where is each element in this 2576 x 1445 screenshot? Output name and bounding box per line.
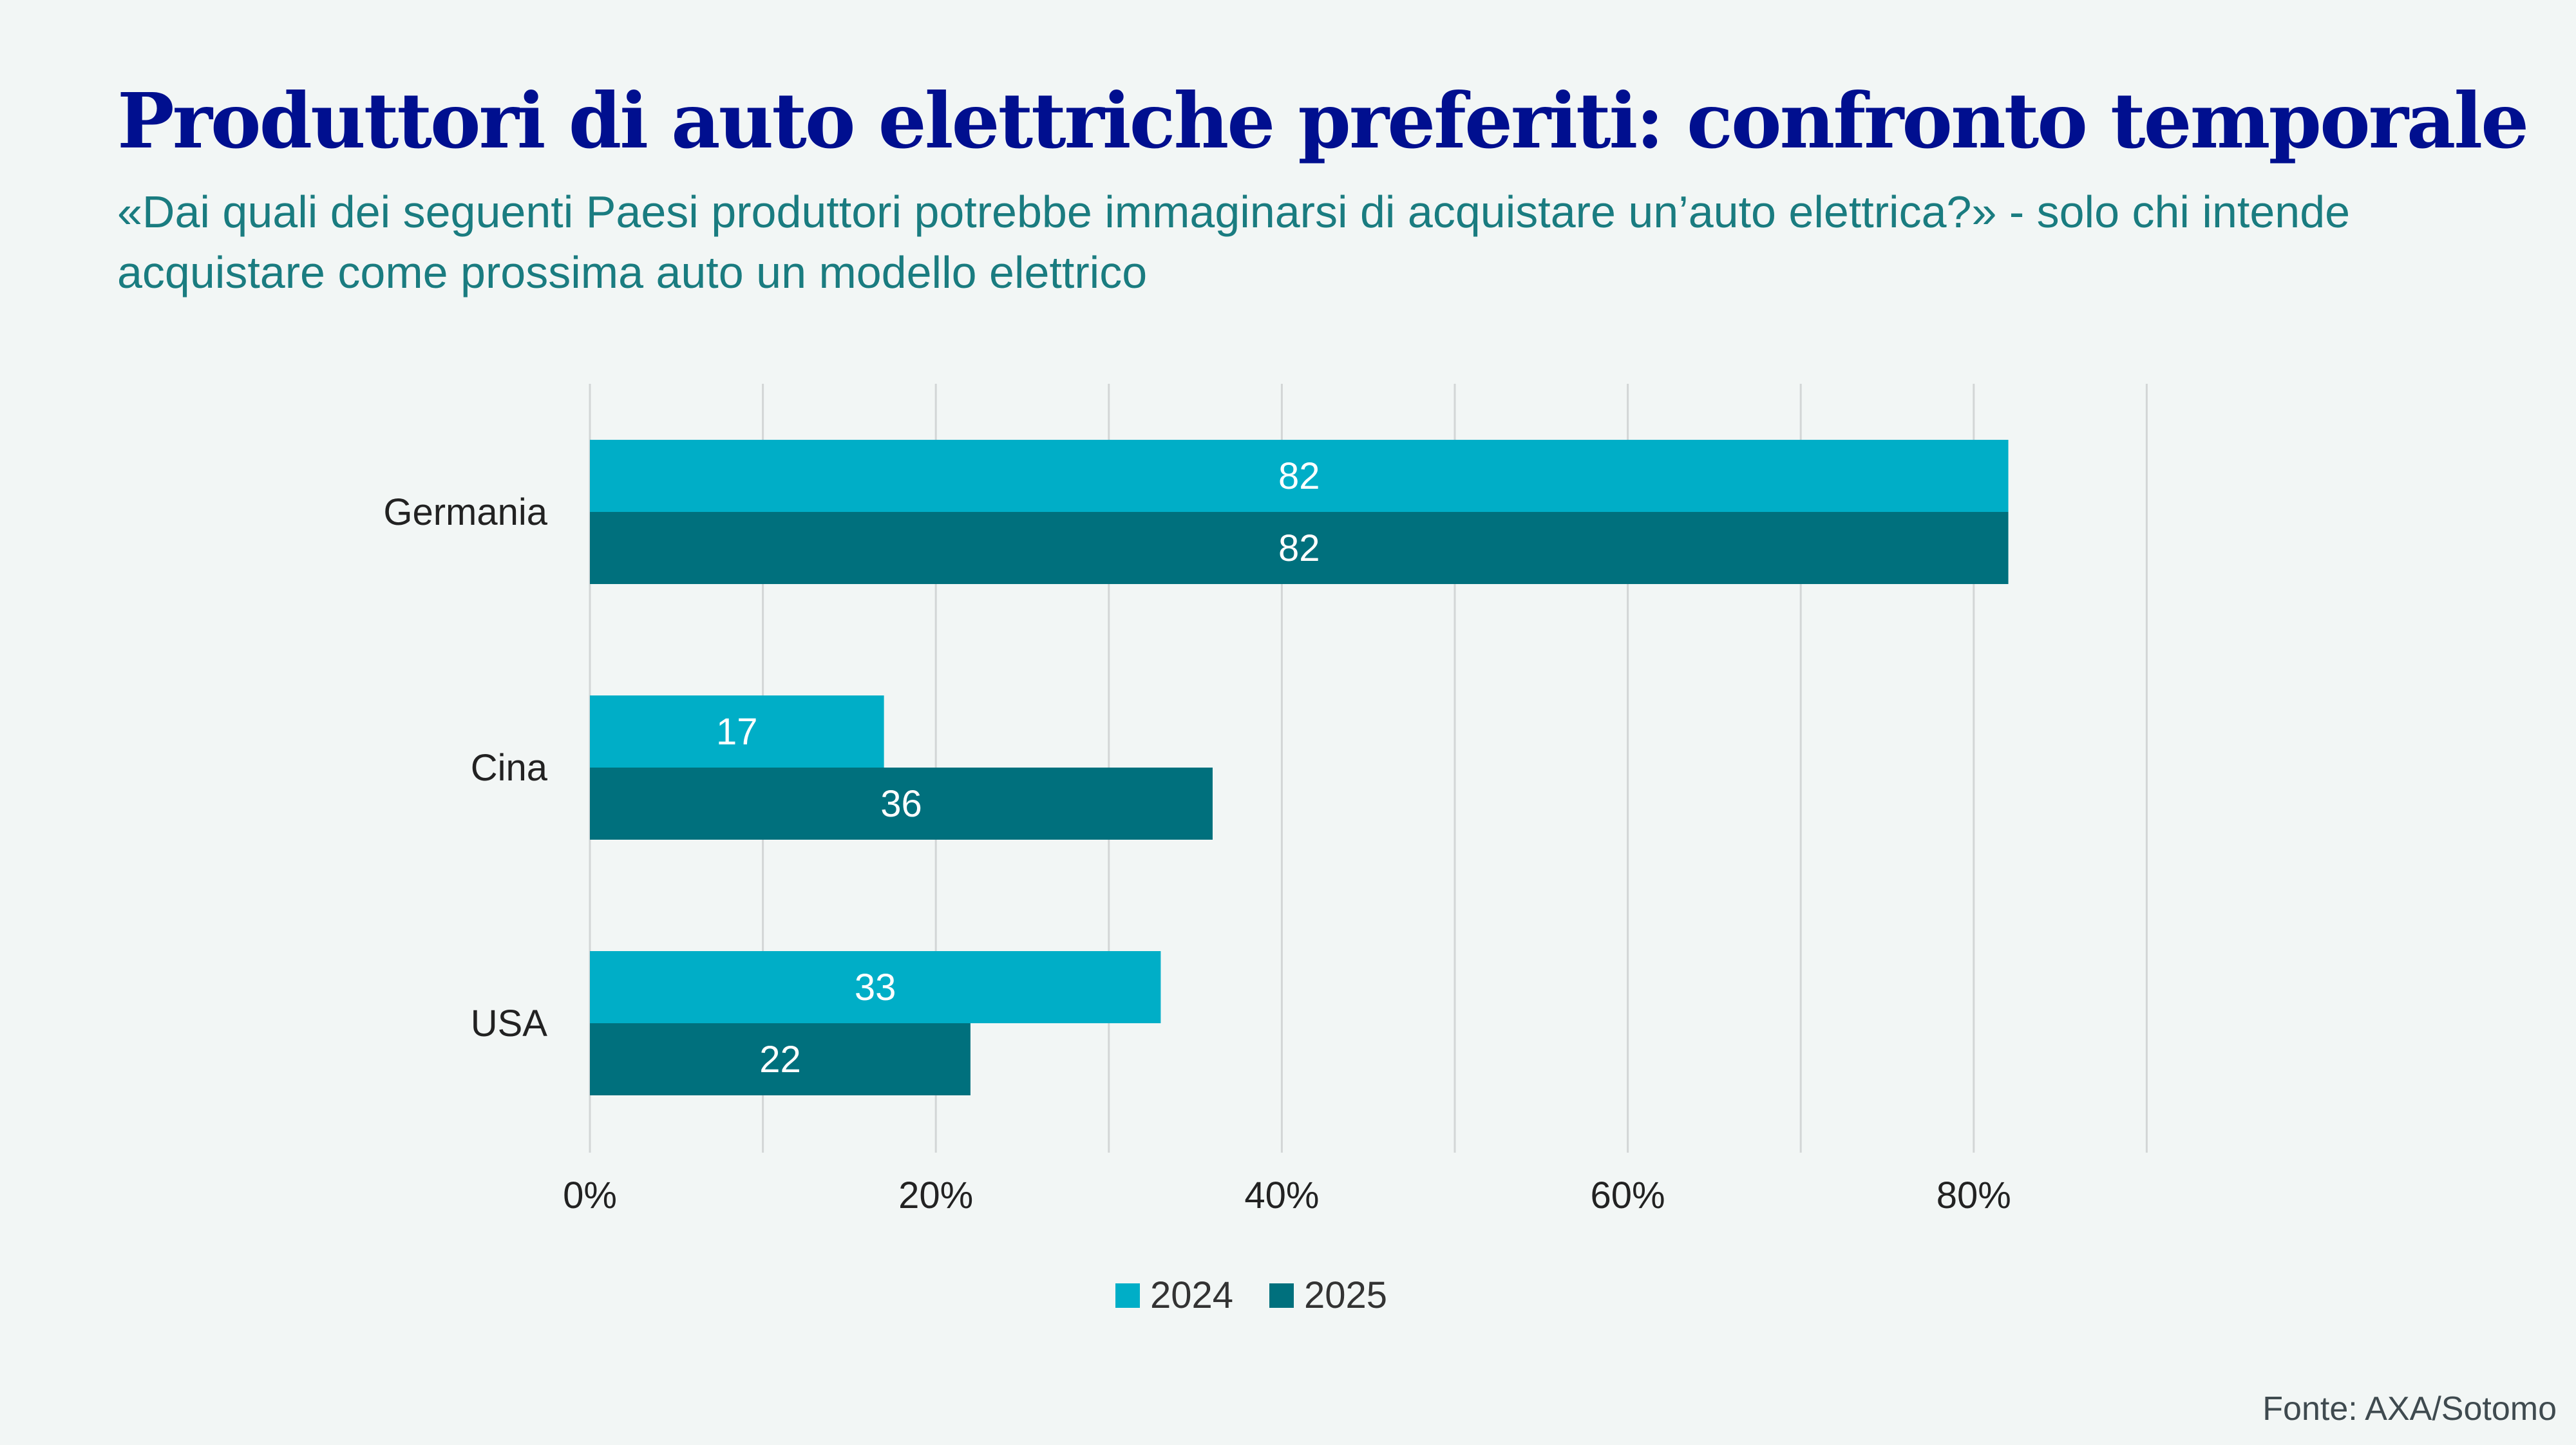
chart-subtitle: «Dai quali dei seguenti Paesi produttori… (117, 187, 2351, 298)
x-tick-label: 80% (1937, 1175, 2011, 1216)
bar-2024-cina (590, 695, 884, 768)
bar-2024-germania (590, 440, 2009, 512)
bar-2024-usa (590, 951, 1161, 1023)
category-label: USA (471, 1003, 548, 1044)
bar-2025-usa (590, 1023, 971, 1095)
x-tick-label: 0% (563, 1175, 617, 1216)
legend: 2024 2025 (1115, 1274, 1423, 1317)
labels: 0% 20% 40% 60% 80% Germania 82 82 Cina 17 36 USA 33 2… (383, 455, 2011, 1216)
legend-label-2024: 2024 (1150, 1274, 1234, 1316)
legend-swatch-2024 (1115, 1283, 1140, 1308)
source-note: Fonte: AXA/Sotomo (2262, 1390, 2557, 1428)
x-tick-label: 60% (1591, 1175, 1665, 1216)
legend-label-2025: 2025 (1304, 1274, 1388, 1316)
data-label: 17 (716, 711, 758, 753)
data-label: 82 (1278, 455, 1320, 497)
category-label: Germania (383, 491, 547, 533)
legend-item-2025: 2025 (1269, 1274, 1387, 1317)
data-label: 22 (759, 1039, 801, 1081)
data-label: 82 (1278, 527, 1320, 569)
bars (590, 440, 2009, 1095)
data-label: 33 (855, 967, 896, 1008)
bar-2025-germania (590, 512, 2009, 584)
legend-swatch-2025 (1269, 1283, 1294, 1308)
chart-title: Produttori di auto elettriche preferiti:… (117, 76, 2529, 165)
x-tick-label: 20% (898, 1175, 973, 1216)
bar-2025-cina (590, 768, 1213, 840)
x-tick-label: 40% (1244, 1175, 1319, 1216)
legend-item-2024: 2024 (1115, 1274, 1233, 1317)
bar-chart: 0% 20% 40% 60% 80% Germania 82 82 Cina 17 36 USA 33 2… (383, 384, 2148, 1216)
data-label: 36 (880, 783, 922, 825)
category-label: Cina (471, 747, 548, 789)
